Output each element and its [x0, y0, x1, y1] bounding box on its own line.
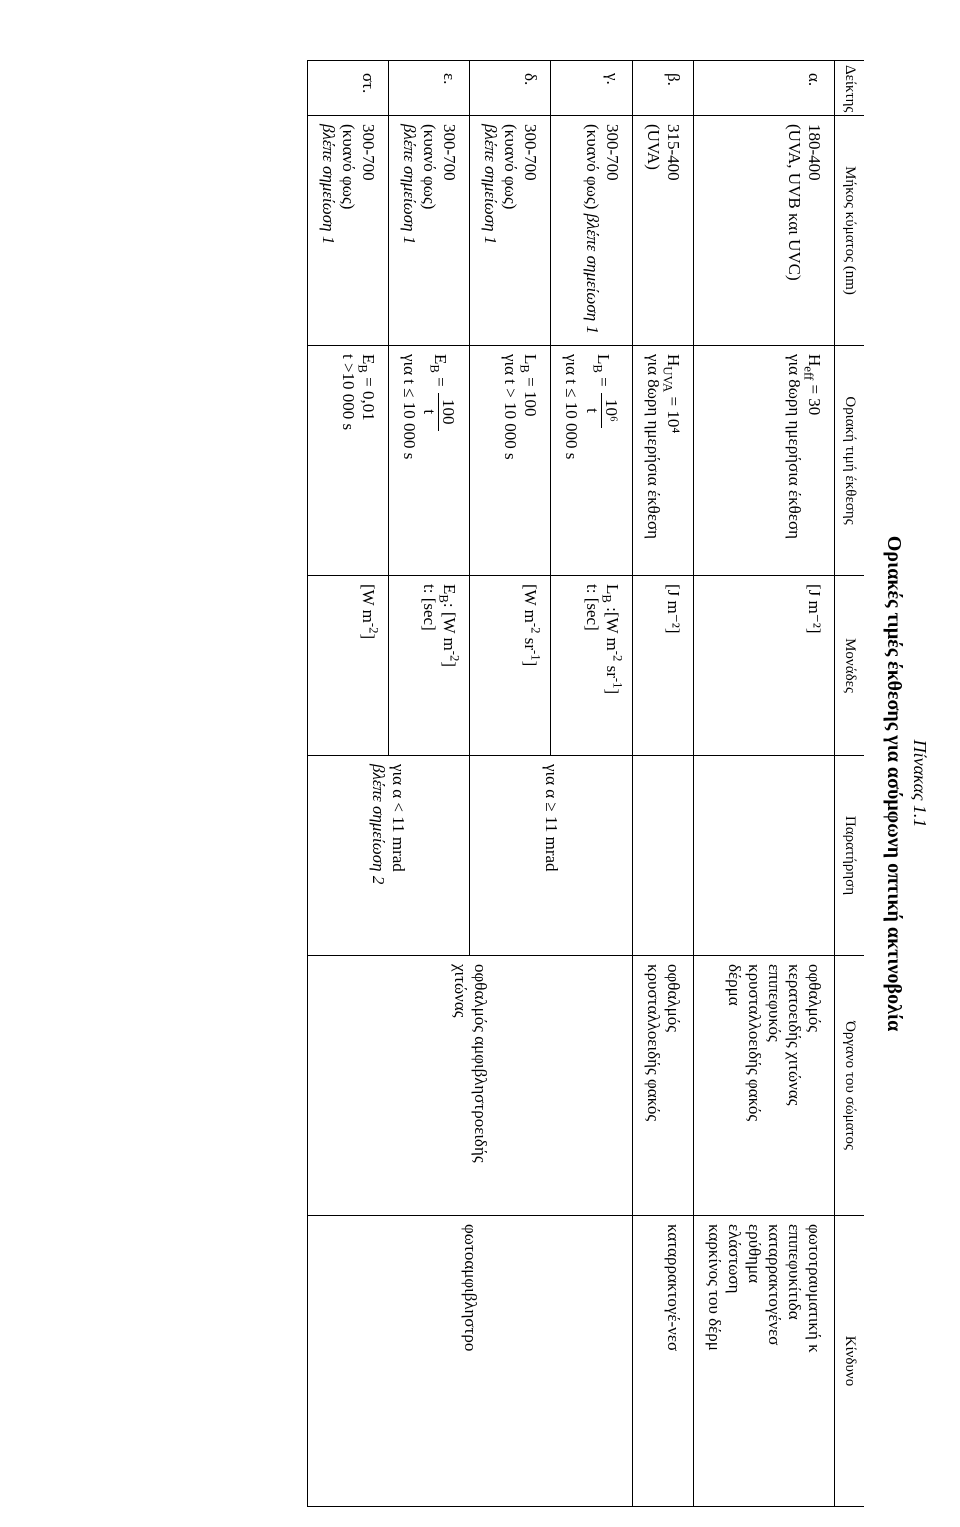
wl-note: βλέπε σημείωση 1: [481, 124, 500, 244]
wl-desc: (κυανό φως): [339, 124, 358, 209]
row-a-unit: [J m⁻²]: [694, 576, 835, 756]
lim-sym: E: [431, 354, 450, 364]
exposure-limits-table: Δείκτης Μήκος κύματος (nm) Οριακή τιμή έ…: [307, 60, 864, 1507]
fraction: 10⁶ t: [583, 393, 620, 428]
frac-num: 100: [438, 393, 457, 431]
wl-range: 180-400: [805, 124, 824, 181]
lim-sym: H: [664, 354, 683, 366]
col-risk: Κίνδυνο: [835, 1216, 865, 1507]
col-idx: Δείκτης: [835, 61, 865, 116]
wl-desc: (κυανό φως): [583, 124, 602, 214]
row-b-idx: β.: [633, 61, 694, 116]
table-caption: Πίνακας 1.1: [909, 60, 930, 1507]
row-f-unit: [W m-2]: [307, 576, 388, 756]
row-f-wl: 300-700 (κυανό φως) βλέπε σημείωση 1: [307, 116, 388, 346]
row-c-risk: φωτοαμφιβληστρο: [307, 1216, 632, 1507]
lim-sym: E: [359, 354, 378, 364]
row-e-limit: EB = 100 t για t ≤ 10 000 s: [388, 346, 470, 576]
wl-range: 315-400: [664, 124, 683, 181]
lim-val: = 0,01: [359, 373, 378, 421]
wl-range: 300-700: [359, 124, 378, 181]
wl-note: βλέπε σημείωση 1: [583, 214, 602, 334]
row-d-unit: [W m-2 sr-1]: [470, 576, 551, 756]
col-note: Παρατήρηση: [835, 756, 865, 956]
lim-val: = 100: [521, 373, 540, 417]
lim-cond: για 8ωρη ημερήσια έκθεση: [644, 354, 663, 539]
col-wl: Μήκος κύματος (nm): [835, 116, 865, 346]
row-b-unit: [J m⁻²]: [633, 576, 694, 756]
row-c-idx: γ.: [551, 61, 633, 116]
row-a-idx: α.: [694, 61, 835, 116]
wl-note: βλέπε σημείωση 1: [319, 124, 338, 244]
col-limit: Οριακή τιμή έκθεσης: [835, 346, 865, 576]
row-f-limit: EB = 0,01 t >10 000 s: [307, 346, 388, 576]
row-c-organ: οφθαλμός αμφιβληστροειδής χιτώνας: [307, 956, 632, 1216]
wl-desc: (κυανό φως): [501, 124, 520, 209]
row-d-limit: LB = 100 για t > 10 000 s: [470, 346, 551, 576]
row-b-limit: HUVA = 10⁴ για 8ωρη ημερήσια έκθεση: [633, 346, 694, 576]
row-a-limit: Heff = 30 για 8ωρη ημερήσια έκθεση: [694, 346, 835, 576]
unit-t: t: [sec]: [420, 584, 439, 631]
note-line2: βλέπε σημείωση 2: [369, 764, 388, 884]
lim-sub: B: [428, 364, 442, 373]
frac-den: t: [583, 393, 601, 428]
wl-bands: (UVA, UVB και UVC): [785, 124, 804, 281]
table-header-row: Δείκτης Μήκος κύματος (nm) Οριακή τιμή έ…: [835, 61, 865, 1507]
table-title: Οριακές τιμές έκθεσης για ασύμφωνη οπτικ…: [882, 60, 905, 1507]
lim-cond: για t > 10 000 s: [501, 354, 520, 460]
wl-note: βλέπε σημείωση 1: [400, 124, 419, 244]
row-c-note: για α ≥ 11 mrad: [470, 756, 633, 956]
row-e-idx: ε.: [388, 61, 470, 116]
lim-cond: για t ≤ 10 000 s: [562, 354, 581, 459]
row-d-wl: 300-700 (κυανό φως) βλέπε σημείωση 1: [470, 116, 551, 346]
col-units: Μονάδες: [835, 576, 865, 756]
note-line1: για α < 11 mrad: [389, 764, 408, 872]
lim-val: = 10⁴: [664, 392, 683, 433]
row-a-note: [694, 756, 835, 956]
row-f-idx: στ.: [307, 61, 388, 116]
fraction: 100 t: [421, 393, 458, 431]
row-b-risk: καταρρακτογέ-νεσ: [633, 1216, 694, 1507]
lim-sym: H: [805, 354, 824, 366]
wl-bands: (UVA): [644, 124, 663, 170]
wl-range: 300-700: [603, 124, 622, 181]
frac-num: 10⁶: [601, 393, 620, 428]
unit-t: t: [sec]: [583, 584, 602, 631]
wl-range: 300-700: [521, 124, 540, 181]
table-row: γ. 300-700 (κυανό φως) βλέπε σημείωση 1 …: [551, 61, 633, 1507]
row-c-limit: LB = 10⁶ t για t ≤ 10 000 s: [551, 346, 633, 576]
row-e-unit: EB: [W m-2] t: [sec]: [388, 576, 470, 756]
row-b-organ: οφθαλμός κρυσταλλοειδής φακός: [633, 956, 694, 1216]
lim-sym: L: [521, 354, 540, 364]
lim-cond: t >10 000 s: [339, 354, 358, 430]
row-b-note: [633, 756, 694, 956]
row-e-wl: 300-700 (κυανό φως) βλέπε σημείωση 1: [388, 116, 470, 346]
row-a-risk: φωτοτραυματική κ επιπεφυκίτιδα καταρρακτ…: [694, 1216, 835, 1507]
table-row: β. 315-400 (UVA) HUVA = 10⁴ για 8ωρη ημε…: [633, 61, 694, 1507]
row-c-unit: LB :[W m-2 sr-1] t: [sec]: [551, 576, 633, 756]
lim-sub: B: [590, 364, 604, 373]
row-c-wl: 300-700 (κυανό φως) βλέπε σημείωση 1: [551, 116, 633, 346]
row-b-wl: 315-400 (UVA): [633, 116, 694, 346]
wl-range: 300-700: [440, 124, 459, 181]
col-organ: Όργανο του σώματος: [835, 956, 865, 1216]
row-a-wl: 180-400 (UVA, UVB και UVC): [694, 116, 835, 346]
lim-sym: L: [594, 354, 613, 364]
table-row: α. 180-400 (UVA, UVB και UVC) Heff = 30 …: [694, 61, 835, 1507]
lim-cond: για 8ωρη ημερήσια έκθεση: [785, 354, 804, 539]
frac-den: t: [421, 393, 439, 431]
lim-val: = 30: [805, 380, 824, 415]
lim-cond: για t ≤ 10 000 s: [400, 354, 419, 459]
wl-desc: (κυανό φως): [420, 124, 439, 209]
row-a-organ: οφθαλμός κερατοειδής χιτώνας επιπεφυκός …: [694, 956, 835, 1216]
row-e-note: για α < 11 mrad βλέπε σημείωση 2: [307, 756, 470, 956]
row-d-idx: δ.: [470, 61, 551, 116]
